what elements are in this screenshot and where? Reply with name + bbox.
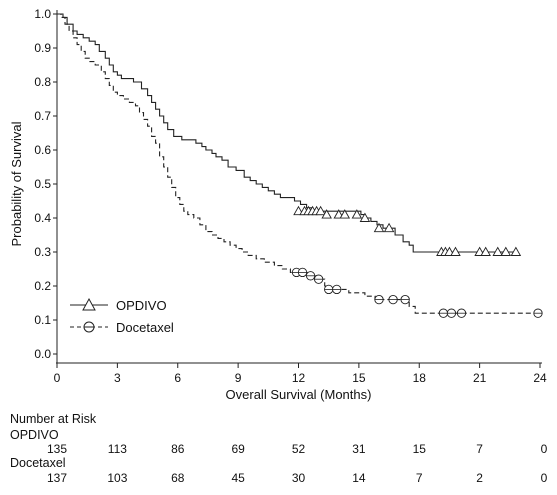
- risk-count: 68: [171, 471, 185, 485]
- y-tick-label: 0.3: [34, 245, 51, 259]
- x-tick-label: 3: [114, 371, 121, 385]
- x-tick-label: 18: [413, 371, 427, 385]
- censor-mark-opdivo: [315, 205, 326, 216]
- censor-mark-opdivo: [500, 246, 512, 256]
- chart-axes: 0.0 0.1 0.2 0.3 0.4 0.5 0.6 0.7 0.8 0.9 1.0 0 3 6 9 12 1…: [9, 7, 547, 402]
- y-tick-label: 0.0: [34, 347, 51, 361]
- x-tick-label: 21: [473, 371, 487, 385]
- legend-label-docetaxel: Docetaxel: [116, 320, 174, 335]
- censor-mark-opdivo: [359, 212, 371, 222]
- censor-mark-opdivo: [383, 222, 395, 233]
- risk-count: 2: [476, 471, 483, 485]
- risk-count: 113: [108, 442, 127, 456]
- risk-count: 135: [47, 442, 67, 456]
- risk-row-docetaxel: 137 103 68 45 30 14 7 2 0: [47, 471, 548, 485]
- x-tick-label: 0: [54, 371, 61, 385]
- risk-count: 137: [47, 471, 67, 485]
- x-axis-title: Overall Survival (Months): [226, 387, 372, 402]
- censor-mark-opdivo: [492, 246, 504, 256]
- y-tick-label: 0.6: [34, 143, 51, 157]
- censor-mark-opdivo: [480, 246, 491, 256]
- risk-count: 0: [541, 471, 548, 485]
- risk-row-label-opdivo: OPDIVO: [10, 428, 59, 442]
- risk-count: 45: [231, 471, 245, 485]
- censor-mark-opdivo: [339, 209, 351, 219]
- risk-count: 52: [292, 442, 306, 456]
- x-tick-label: 9: [235, 371, 242, 385]
- y-tick-label: 0.7: [34, 109, 51, 123]
- x-tick-label: 12: [292, 371, 306, 385]
- series-line-docetaxel: [57, 13, 538, 314]
- x-tick-label: 24: [533, 371, 547, 385]
- risk-count: 69: [231, 442, 245, 456]
- y-tick-label: 0.5: [34, 177, 51, 191]
- y-tick-label: 0.9: [34, 41, 51, 55]
- risk-count: 14: [352, 471, 366, 485]
- censor-mark-opdivo: [373, 222, 385, 233]
- series-line-opdivo: [57, 13, 516, 253]
- censor-mark-opdivo: [321, 209, 332, 219]
- risk-row-opdivo: 135 113 86 69 52 31 15 7 0: [47, 442, 548, 456]
- legend-label-opdivo: OPDIVO: [116, 298, 167, 313]
- y-tick-label: 0.2: [34, 279, 51, 293]
- y-tick-label: 0.8: [34, 75, 51, 89]
- y-tick-label: 0.4: [34, 211, 51, 225]
- x-tick-label: 15: [352, 371, 366, 385]
- y-tick-label: 0.1: [34, 313, 51, 327]
- risk-table: Number at Risk OPDIVO 135 113 86 69 52 31 15 7 0…: [10, 412, 548, 485]
- x-tick-label: 6: [174, 371, 181, 385]
- risk-count: 7: [476, 442, 483, 456]
- chart-legend: OPDIVO Docetaxel: [70, 297, 174, 335]
- risk-row-label-docetaxel: Docetaxel: [10, 456, 66, 470]
- risk-count: 30: [292, 471, 306, 485]
- legend-triangle-icon: [82, 297, 96, 311]
- risk-count: 31: [352, 442, 366, 456]
- risk-count: 15: [413, 442, 427, 456]
- censor-mark-opdivo: [351, 209, 363, 219]
- y-axis-title: Probability of Survival: [9, 121, 24, 246]
- series-layer: [57, 13, 543, 318]
- censor-mark-opdivo: [450, 246, 461, 256]
- risk-count: 86: [171, 442, 185, 456]
- risk-count: 7: [416, 471, 423, 485]
- risk-count: 103: [107, 471, 127, 485]
- y-tick-label: 1.0: [34, 7, 51, 21]
- risk-table-title: Number at Risk: [10, 412, 97, 426]
- risk-count: 0: [541, 442, 548, 456]
- censor-mark-opdivo: [510, 246, 522, 256]
